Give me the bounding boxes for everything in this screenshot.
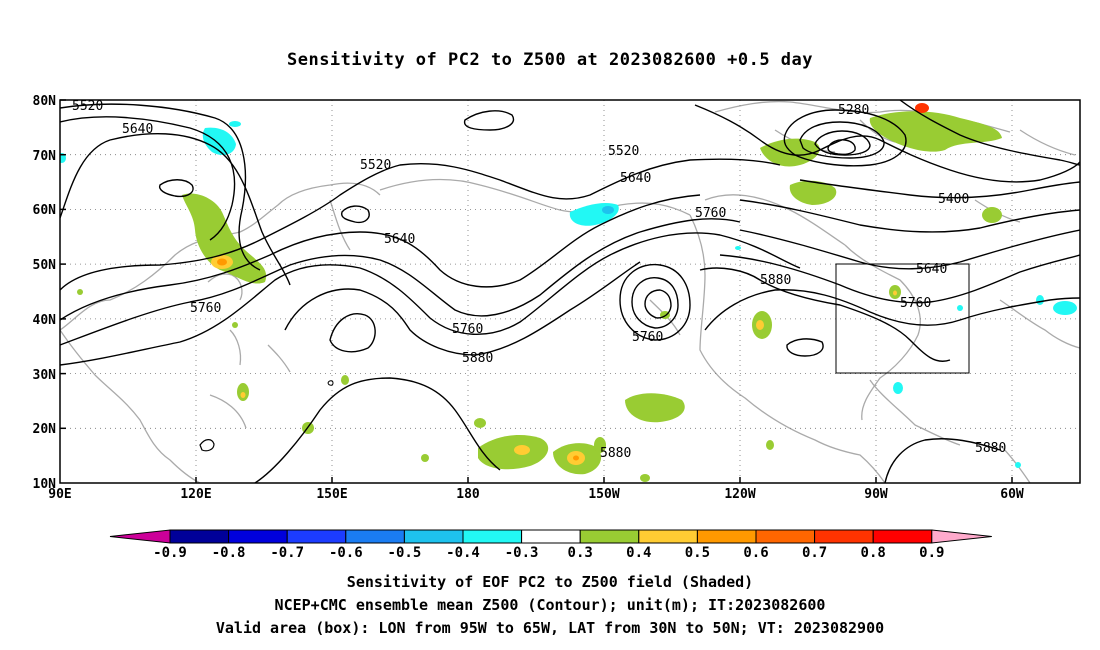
contour-label: 5760 (900, 296, 931, 311)
sensitivity-map: 5520 5640 5520 5640 5760 5520 5640 5760 … (33, 94, 1081, 500)
lon-label: 90W (864, 487, 888, 500)
contour-label: 5640 (122, 122, 153, 137)
colorbar-label: 0.3 (568, 545, 593, 561)
contour-label: 5520 (360, 158, 391, 173)
contour-label: 5640 (384, 232, 415, 247)
colorbar-label: 0.8 (861, 545, 886, 561)
tick-marks (60, 99, 1013, 483)
contour-label: 5760 (190, 301, 221, 316)
colorbar-box (814, 529, 874, 544)
colorbar-box (638, 529, 698, 544)
colorbar-label: 0.7 (802, 545, 827, 561)
contour-label: 5880 (975, 441, 1006, 456)
colorbar-label: 0.6 (743, 545, 768, 561)
colorbar-box (696, 529, 757, 544)
colorbar-low-tip (109, 529, 171, 544)
contour-label: 5640 (620, 171, 651, 186)
colorbar-label: 0.5 (685, 545, 710, 561)
colorbar-label: -0.3 (505, 545, 539, 561)
chart-title: Sensitivity of PC2 to Z500 at 2023082600… (286, 50, 813, 70)
lat-label: 30N (33, 368, 57, 383)
lon-label: 150E (316, 487, 347, 500)
lon-label: 120W (724, 487, 755, 500)
colorbar-box (403, 529, 464, 544)
colorbar-label: -0.8 (212, 545, 246, 561)
colorbar-label: -0.5 (388, 545, 422, 561)
coastlines (60, 100, 1080, 483)
lat-label: 60N (33, 203, 57, 218)
lat-label: 70N (33, 149, 57, 164)
colorbar-box (462, 529, 523, 544)
colorbar-box (755, 529, 816, 544)
lon-label: 120E (180, 487, 211, 500)
colorbar-label: -0.9 (153, 545, 187, 561)
contour-label: 5280 (838, 103, 869, 118)
plot-frame (59, 99, 1081, 484)
colorbar-box (579, 529, 640, 544)
contour-label: 5880 (600, 446, 631, 461)
z500-contours (60, 100, 1080, 483)
footer-line-1: Sensitivity of EOF PC2 to Z500 field (Sh… (346, 573, 754, 591)
colorbar-box (521, 529, 581, 544)
contour-label: 5400 (938, 192, 969, 207)
contour-label: 5520 (608, 144, 639, 159)
lat-label: 50N (33, 258, 57, 273)
colorbar-high-tip (931, 529, 992, 544)
contour-label: 5880 (462, 351, 493, 366)
contour-label: 5760 (632, 330, 663, 345)
colorbar-box (228, 529, 288, 544)
colorbar-label: 0.9 (919, 545, 944, 561)
colorbar-label: -0.6 (329, 545, 363, 561)
contour-label: 5640 (916, 262, 947, 277)
colorbar-box (345, 529, 405, 544)
colorbar-label: 0.4 (626, 545, 651, 561)
contour-labels: 5520 5640 5520 5640 5760 5520 5640 5760 … (72, 99, 1006, 461)
contour-label: 5880 (760, 273, 791, 288)
colorbar-label: -0.7 (270, 545, 304, 561)
colorbar-box (169, 529, 230, 544)
contour-label: 5760 (452, 322, 483, 337)
sensitivity-shading (60, 103, 1077, 482)
footer-line-3: Valid area (box): LON from 95W to 65W, L… (215, 619, 885, 637)
contour-label: 5520 (72, 99, 103, 114)
lat-label: 40N (33, 313, 57, 328)
lat-label: 80N (33, 94, 57, 109)
lon-label: 150W (588, 487, 619, 500)
lon-label: 60W (1000, 487, 1024, 500)
contour-label: 5760 (695, 206, 726, 221)
colorbar-label: -0.4 (446, 545, 480, 561)
valid-area-box (835, 263, 970, 374)
lon-labels: 90E 120E 150E 180 150W 120W 90W 60W (48, 487, 1024, 500)
footer-line-2: NCEP+CMC ensemble mean Z500 (Contour); u… (274, 596, 826, 614)
colorbar-box (872, 529, 933, 544)
lat-label: 10N (33, 477, 57, 492)
lon-label: 90E (48, 487, 71, 500)
colorbar-box (286, 529, 347, 544)
colorbar: -0.9 -0.8 -0.7 -0.6 -0.5 -0.4 -0.3 0.3 0.4 0.5 0.6… (109, 529, 992, 561)
lon-label: 180 (456, 487, 480, 500)
lat-label: 20N (33, 422, 57, 437)
lat-labels: 80N 70N 60N 50N 40N 30N 20N 10N (33, 94, 57, 492)
